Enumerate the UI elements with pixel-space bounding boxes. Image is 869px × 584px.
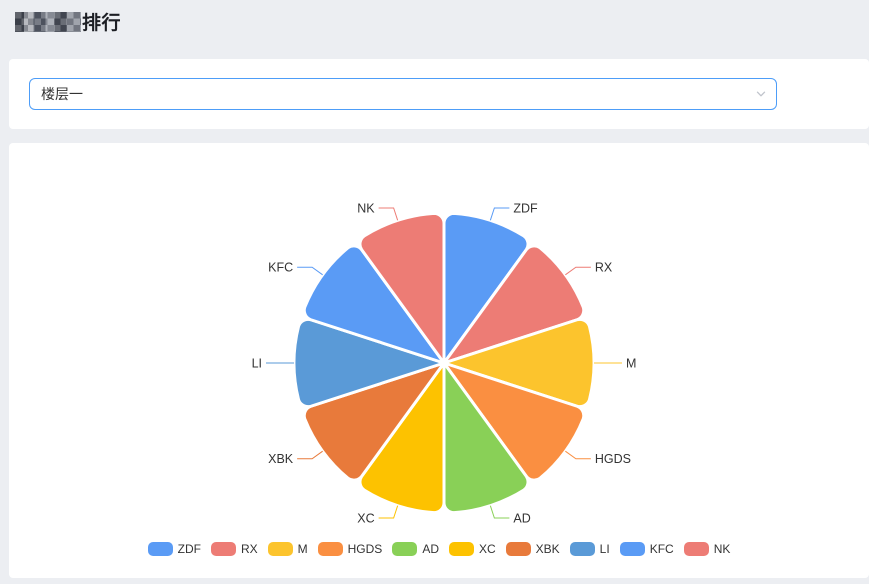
legend-item-AD[interactable]: AD (392, 542, 439, 556)
legend-item-M[interactable]: M (267, 542, 308, 556)
pie-label-RX: RX (595, 261, 613, 275)
pie-label-HGDS: HGDS (595, 452, 631, 466)
legend-item-LI[interactable]: LI (569, 542, 610, 556)
pie-label-line-XBK (297, 450, 323, 460)
pie-label-KFC: KFC (268, 261, 293, 275)
legend-swatch-XC (448, 542, 474, 556)
pie-slice-XBK[interactable] (302, 361, 446, 482)
pie-chart-svg: ZDF RX M HGDS AD XC XBK LI KFC NK (252, 201, 637, 525)
legend-swatch-HGDS (317, 542, 343, 556)
page-title: 排行 (15, 8, 121, 35)
pie-label-line-NK (378, 207, 399, 221)
pie-label-XC: XC (357, 511, 374, 525)
pie-label-ZDF: ZDF (513, 201, 538, 215)
pie-label-M: M (626, 356, 636, 370)
legend-label-XBK: XBK (535, 542, 560, 556)
pie-label-line-AD (489, 505, 510, 519)
pie-label-line-ZDF (489, 207, 510, 221)
pie-label-line-XC (378, 505, 399, 519)
page-title-text: 排行 (82, 13, 122, 34)
legend-item-NK[interactable]: NK (683, 542, 731, 556)
legend-item-XC[interactable]: XC (448, 542, 496, 556)
floor-select[interactable]: 楼层一 (29, 78, 777, 110)
redacted-title-block (15, 11, 81, 32)
chevron-down-icon (746, 79, 776, 109)
pie-label-XBK: XBK (268, 452, 294, 466)
pie-label-LI: LI (252, 356, 262, 370)
pie-slice-KFC[interactable] (302, 244, 446, 365)
legend-swatch-ZDF (147, 542, 173, 556)
legend-label-RX: RX (240, 542, 258, 556)
page-header: 排行 (0, 0, 869, 55)
pie-label-AD: AD (513, 511, 530, 525)
legend-item-RX[interactable]: RX (210, 542, 258, 556)
legend-swatch-AD (392, 542, 418, 556)
filter-card: 楼层一 (9, 59, 869, 129)
legend-label-HGDS: HGDS (347, 542, 383, 556)
legend-swatch-KFC (619, 542, 645, 556)
legend-swatch-XBK (505, 542, 531, 556)
pie-label-NK: NK (357, 201, 375, 215)
legend-item-KFC[interactable]: KFC (619, 542, 674, 556)
legend-swatch-LI (569, 542, 595, 556)
legend-label-KFC: KFC (649, 542, 674, 556)
pie-slice-RX[interactable] (442, 244, 586, 365)
legend-item-XBK[interactable]: XBK (505, 542, 560, 556)
legend-swatch-NK (683, 542, 709, 556)
legend-swatch-RX (210, 542, 236, 556)
legend-item-ZDF[interactable]: ZDF (147, 542, 201, 556)
pie-label-line-KFC (297, 266, 323, 276)
legend-label-M: M (297, 542, 308, 556)
chart-legend: ZDF RX M HGDS AD XC XBK LI KFC NK (9, 542, 869, 556)
pie-slice-HGDS[interactable] (442, 361, 586, 482)
legend-label-ZDF: ZDF (177, 542, 201, 556)
legend-label-NK: NK (713, 542, 731, 556)
legend-swatch-M (267, 542, 293, 556)
pie-label-line-HGDS (565, 450, 591, 460)
chart-card: ZDF RX M HGDS AD XC XBK LI KFC NK ZDF RX M HGDS AD XC X… (9, 143, 869, 578)
floor-select-value: 楼层一 (41, 86, 83, 102)
legend-label-XC: XC (478, 542, 496, 556)
legend-item-HGDS[interactable]: HGDS (317, 542, 383, 556)
pie-label-line-RX (565, 266, 591, 276)
legend-label-LI: LI (599, 542, 610, 556)
legend-label-AD: AD (422, 542, 439, 556)
